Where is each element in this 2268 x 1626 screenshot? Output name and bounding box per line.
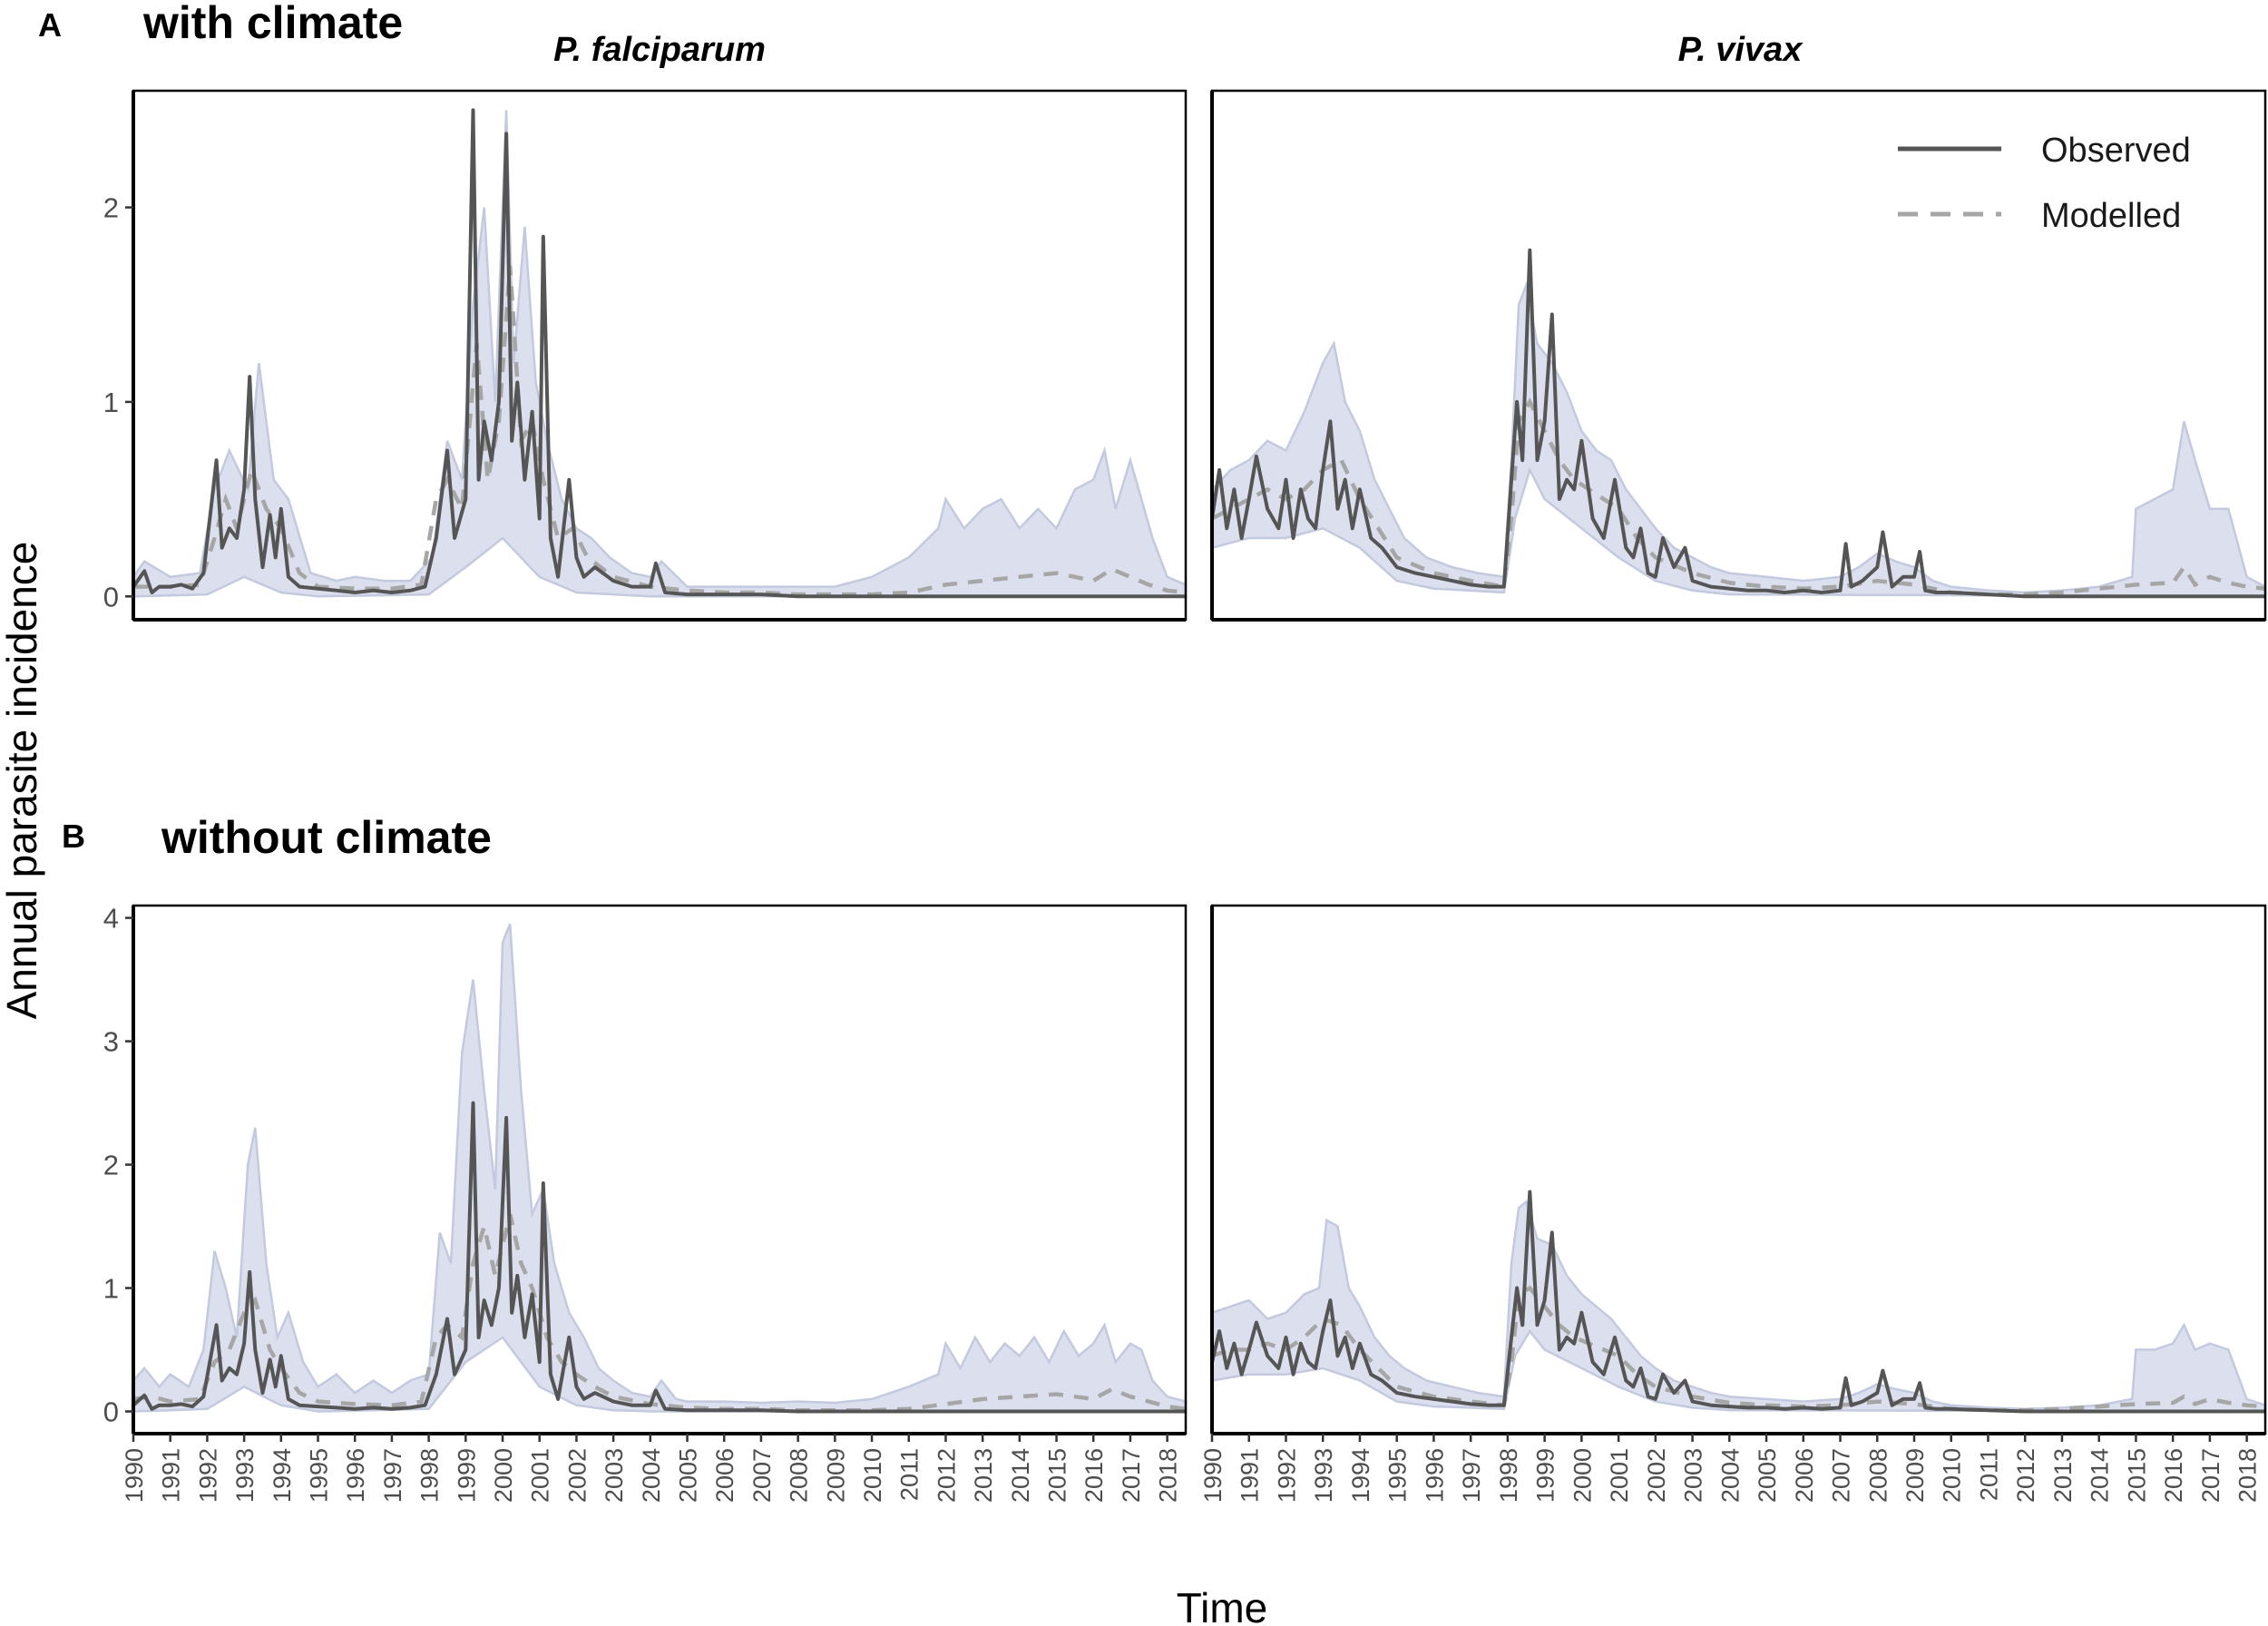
panel-b-vivax-x-tick-label: 1993 [1310,1448,1337,1503]
panel-b-falciparum-x-tick-label: 2013 [970,1448,997,1503]
panel-b-vivax-x-tick-label: 2011 [1976,1448,2003,1501]
panel-b-falciparum-y-tick-label: 4 [103,903,119,935]
panel-b-falciparum-y-tick-label: 2 [103,1150,119,1181]
panel-letter-b: B [62,818,85,855]
panel-b-vivax-x-tick-label: 2018 [2234,1448,2262,1503]
panel-b-falciparum-y-tick-label: 0 [103,1396,119,1428]
panel-b-falciparum-x-tick-label: 1994 [269,1448,296,1503]
panel-b-vivax-x-tick-label: 2009 [1901,1448,1929,1503]
panel-b-vivax-x-tick-label: 2000 [1569,1448,1596,1503]
panel-b-vivax-x-tick-label: 2015 [2123,1448,2150,1503]
panel-a-falciparum-observed-line [132,108,1186,599]
panel-b-vivax-x-tick-label: 2007 [1828,1448,1855,1503]
panel-b-vivax-background [1212,906,2265,1434]
panel-b-falciparum-x-tick-label: 1996 [342,1448,369,1503]
panel-b-vivax-x-tick-label: 1990 [1199,1448,1227,1503]
legend-observed-label: Observed [2041,132,2191,170]
panel-b-vivax-x-tick-label: 2014 [2087,1448,2114,1503]
panel-b-vivax-x-tick-label: 1998 [1495,1448,1522,1503]
panel-b-vivax-x-tick-label: 1996 [1421,1448,1448,1503]
panel-b-falciparum-x-tick-label: 2017 [1118,1448,1145,1503]
panel-b-falciparum-x-tick-label: 2005 [675,1448,702,1503]
panel-b-falciparum-modelled-line [132,1213,1187,1413]
row-title-without-climate: without climate [161,812,492,863]
row-title-with-climate: with climate [142,0,403,48]
panel-b-vivax-x-tick-label: 1991 [1237,1448,1264,1503]
column-title-vivax: P. vivax [1678,31,1804,69]
panel-b-vivax-x-tick-label: 2005 [1754,1448,1781,1503]
panel-b-falciparum: 0 1 2 3 4 1990 1991 1992 1993 1994 1995 1996 1997 199… [103,903,1188,1503]
panel-b-falciparum-x-tick-label: 2014 [1007,1448,1034,1503]
panel-b-falciparum-x-tick-label: 1990 [121,1448,148,1503]
panel-b-vivax-x-tick-label: 1994 [1347,1448,1374,1503]
panel-b-vivax-x-tick-label: 1995 [1384,1448,1412,1503]
panel-b-falciparum-x-tick-label: 2001 [527,1448,554,1503]
panel-b-falciparum-x-tick-label: 2000 [490,1448,517,1503]
panel-a-falciparum-y-tick-label: 2 [103,192,119,224]
panel-b-vivax-x-tick-label: 1997 [1458,1448,1485,1503]
panel-b-falciparum-x-tick-label: 1999 [453,1448,480,1503]
panel-b-falciparum-x-tick-label: 1993 [231,1448,259,1503]
panel-b-vivax-x-tick-label: 2002 [1643,1448,1670,1503]
panel-b-falciparum-x-tick-label: 2009 [822,1448,849,1503]
panel-b-falciparum-x-tick-label: 1992 [194,1448,221,1503]
panel-a-falciparum: 0 1 2 [103,89,1188,622]
panel-b-vivax: 1990 1991 1992 1993 1994 1995 1996 1997 1998 1999… [1199,904,2267,1503]
legend-modelled-label: Modelled [2041,197,2181,235]
panel-b-falciparum-x-tick-label: 2003 [601,1448,628,1503]
panel-b-vivax-x-tick-label: 2012 [2012,1448,2039,1503]
panel-b-falciparum-x-tick-label: 2018 [1155,1448,1182,1503]
legend: Observed Modelled [1898,132,2191,235]
panel-a-vivax-observed-line [1210,248,2265,599]
panel-b-vivax-observed-line [1210,1190,2265,1414]
panel-b-falciparum-x-tick-label: 2007 [748,1448,776,1503]
panel-b-falciparum-x-tick-label: 1997 [379,1448,406,1503]
panel-b-falciparum-x-tick-label: 2006 [711,1448,738,1503]
panel-b-falciparum-background [133,906,1186,1434]
panel-a-vivax [1210,89,2267,622]
panel-a-falciparum-y-tick-label: 0 [103,581,119,612]
panel-b-vivax-x-tick-label: 2017 [2197,1448,2224,1503]
x-axis-label: Time [1177,1584,1268,1626]
panel-b-vivax-x-tick-label: 1992 [1274,1448,1301,1503]
panel-b-falciparum-x-tick-label: 2015 [1044,1448,1071,1503]
panel-b-falciparum-y-tick-label: 3 [103,1026,119,1058]
panel-b-falciparum-x-tick-label: 2016 [1080,1448,1108,1503]
panel-b-falciparum-x-tick-label: 2008 [786,1448,813,1503]
panel-a-falciparum-modelled-line [133,265,1187,597]
panel-b-vivax-x-tick-label: 1999 [1532,1448,1559,1503]
panel-b-falciparum-x-tick-label: 2002 [563,1448,591,1503]
panel-b-vivax-x-tick-label: 2013 [2049,1448,2077,1503]
panel-b-vivax-modelled-line [1211,1285,2266,1413]
panel-b-falciparum-observed-line [132,1101,1186,1414]
panel-b-vivax-x-tick-label: 2001 [1606,1448,1633,1503]
panel-b-falciparum-x-tick-label: 1998 [416,1448,444,1503]
panel-b-falciparum-x-tick-label: 2011 [896,1448,924,1501]
panel-letter-a: A [38,6,62,44]
panel-b-vivax-x-tick-label: 2010 [1939,1448,1966,1503]
panel-b-vivax-x-tick-label: 2016 [2160,1448,2187,1503]
panel-b-vivax-x-tick-label: 2008 [1864,1448,1892,1503]
panel-b-vivax-x-tick-label: 2006 [1791,1448,1818,1503]
panel-b-falciparum-x-tick-label: 1995 [306,1448,333,1503]
y-axis-label: Annual parasite incidence [0,542,45,1020]
panel-b-falciparum-x-tick-label: 2004 [638,1448,665,1503]
panel-b-falciparum-y-tick-label: 1 [103,1273,119,1305]
panel-b-vivax-x-tick-label: 2003 [1680,1448,1707,1503]
panel-b-falciparum-x-tick-label: 2012 [933,1448,960,1503]
panel-b-vivax-x-tick-label: 2004 [1716,1448,1744,1503]
panel-a-vivax-modelled-line [1210,397,2266,597]
panel-b-falciparum-x-tick-label: 1991 [158,1448,185,1503]
column-title-falciparum: P. falciparum [553,31,766,69]
panel-b-falciparum-x-tick-label: 2010 [859,1448,886,1503]
panel-a-falciparum-y-tick-label: 1 [103,387,119,418]
